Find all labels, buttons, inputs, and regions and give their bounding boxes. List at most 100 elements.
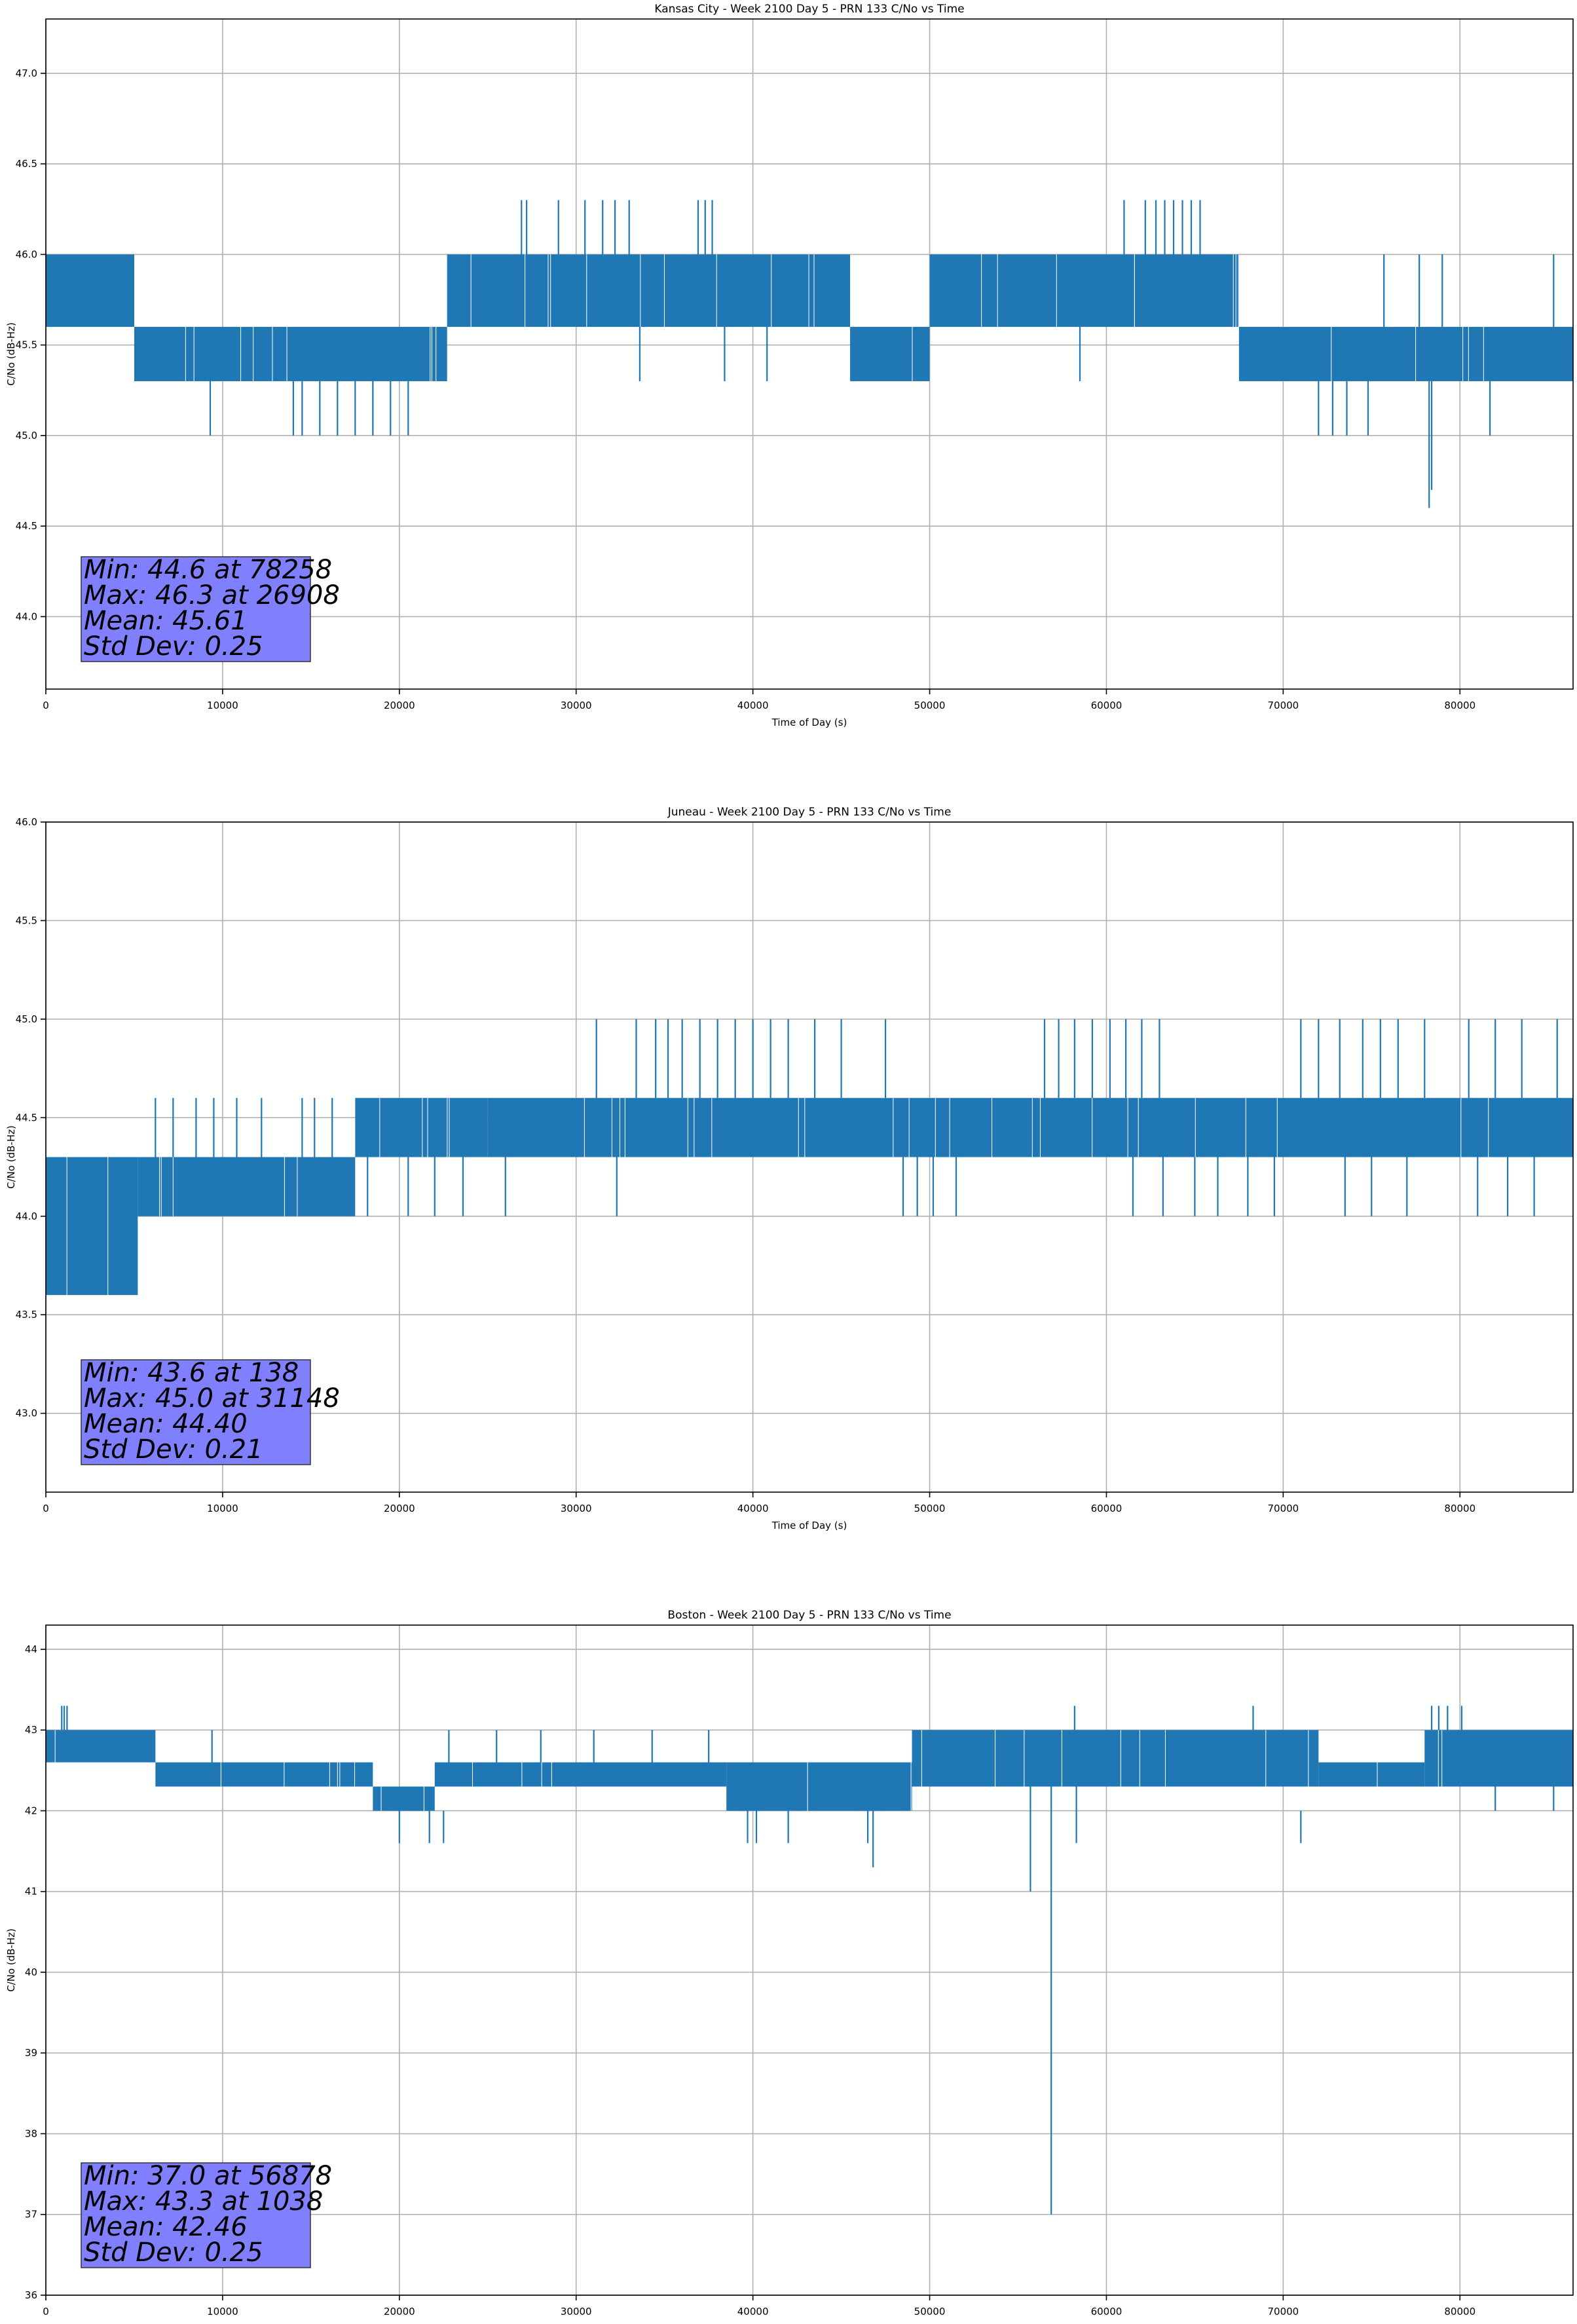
- stats-min: Min: 43.6 at 138: [84, 1358, 299, 1388]
- y-tick-label: 45.5: [16, 339, 37, 351]
- stats-std-dev: Std Dev: 0.21: [84, 1434, 263, 1465]
- y-tick-label: 46.5: [16, 158, 37, 170]
- stats-std-dev: Std Dev: 0.25: [84, 631, 263, 662]
- x-tick-label: 50000: [914, 2306, 946, 2317]
- x-tick-label: 40000: [737, 1503, 769, 1514]
- x-tick-label: 0: [43, 1503, 49, 1514]
- y-tick-label: 47.0: [16, 67, 37, 79]
- data-band: [1238, 327, 1573, 381]
- data-series: [46, 200, 1573, 508]
- y-tick-label: 45.0: [16, 1013, 37, 1025]
- y-tick-label: 38: [25, 2127, 37, 2139]
- x-tick-label: 80000: [1444, 1503, 1475, 1514]
- x-axis-label: Time of Day (s): [771, 1520, 847, 1531]
- x-tick-label: 70000: [1267, 2306, 1299, 2317]
- data-band: [929, 254, 1239, 328]
- axes-frame: [45, 1624, 1574, 2296]
- x-tick-label: 20000: [384, 700, 415, 711]
- y-tick-label: 44: [25, 1643, 37, 1655]
- data-band: [850, 327, 930, 381]
- x-tick-label: 30000: [561, 1503, 592, 1514]
- data-band: [46, 1730, 156, 1763]
- y-tick-label: 44.0: [16, 610, 37, 622]
- axes-frame: [45, 821, 1574, 1493]
- data-band: [355, 1098, 488, 1157]
- y-tick-label: 42: [25, 1805, 37, 1816]
- stats-box: [81, 2162, 311, 2268]
- x-tick-label: 10000: [207, 2306, 238, 2317]
- x-tick-label: 50000: [914, 1503, 946, 1514]
- y-tick-label: 41: [25, 1886, 37, 1898]
- x-tick-label: 40000: [737, 2306, 769, 2317]
- x-tick-label: 30000: [561, 2306, 592, 2317]
- y-tick-label: 40: [25, 1966, 37, 1978]
- y-tick-label: 36: [25, 2289, 37, 2301]
- data-band: [138, 1157, 356, 1216]
- stats-std-dev: Std Dev: 0.25: [84, 2238, 263, 2268]
- stats-min: Min: 37.0 at 56878: [84, 2161, 332, 2191]
- chart-title: Boston - Week 2100 Day 5 - PRN 133 C/No …: [667, 1609, 951, 1622]
- y-tick-label: 44.0: [16, 1210, 37, 1222]
- x-tick-label: 70000: [1267, 700, 1299, 711]
- chart-panel-0: 0 10000 20000 30000 40000 50000 60000 70000 8000…: [5, 3, 1574, 728]
- stats-mean: Mean: 45.61: [84, 606, 248, 636]
- y-tick-label: 44.5: [16, 520, 37, 532]
- x-tick-label: 10000: [207, 1503, 238, 1514]
- x-tick-label: 60000: [1091, 1503, 1122, 1514]
- stats-box: [81, 556, 311, 662]
- chart-panel-1: 0 10000 20000 30000 40000 50000 60000 70000 8000…: [5, 806, 1574, 1531]
- x-axis-label: Time of Day (s): [771, 717, 847, 728]
- y-tick-label: 45.0: [16, 430, 37, 441]
- y-tick-label: 44.5: [16, 1112, 37, 1123]
- y-axis-label: C/No (dB-Hz): [5, 322, 17, 386]
- x-tick-label: 50000: [914, 700, 946, 711]
- data-band: [46, 1157, 138, 1296]
- stats-mean: Mean: 44.40: [84, 1409, 248, 1439]
- x-axis-label: Time of Day (s): [771, 2323, 847, 2324]
- y-tick-label: 43: [25, 1724, 37, 1736]
- y-tick-label: 39: [25, 2047, 37, 2059]
- data-band: [134, 327, 447, 381]
- chart-panel-2: 0 10000 20000 30000 40000 50000 60000 70000 8000…: [5, 1609, 1574, 2324]
- y-tick-label: 46.0: [16, 248, 37, 260]
- chart-title: Kansas City - Week 2100 Day 5 - PRN 133 …: [654, 3, 964, 16]
- stats-max: Max: 43.3 at 1038: [84, 2186, 323, 2217]
- stats-min: Min: 44.6 at 78258: [84, 555, 332, 585]
- data-series: [46, 1706, 1573, 2215]
- x-tick-label: 0: [43, 700, 49, 711]
- chart-title: Juneau - Week 2100 Day 5 - PRN 133 C/No …: [667, 806, 952, 819]
- y-axis-label: C/No (dB-Hz): [5, 1125, 17, 1189]
- stats-max: Max: 45.0 at 31148: [84, 1383, 340, 1414]
- data-band: [726, 1762, 912, 1811]
- data-band: [1318, 1762, 1425, 1787]
- x-tick-label: 0: [43, 2306, 49, 2317]
- data-band: [487, 1098, 1573, 1157]
- data-band: [46, 254, 134, 328]
- data-band: [434, 1762, 727, 1787]
- data-band: [155, 1762, 373, 1787]
- y-tick-label: 43.5: [16, 1309, 37, 1321]
- x-tick-label: 30000: [561, 700, 592, 711]
- data-band: [912, 1730, 1319, 1787]
- stats-max: Max: 46.3 at 26908: [84, 580, 340, 610]
- x-tick-label: 80000: [1444, 700, 1475, 711]
- x-tick-label: 20000: [384, 2306, 415, 2317]
- y-tick-label: 46.0: [16, 816, 37, 828]
- data-band: [447, 254, 851, 328]
- y-axis-label: C/No (dB-Hz): [5, 1928, 17, 1992]
- x-tick-label: 60000: [1091, 700, 1122, 711]
- x-tick-label: 10000: [207, 700, 238, 711]
- x-tick-label: 20000: [384, 1503, 415, 1514]
- stats-mean: Mean: 42.46: [84, 2212, 248, 2242]
- stats-box: [81, 1359, 311, 1465]
- x-tick-label: 70000: [1267, 1503, 1299, 1514]
- x-tick-label: 60000: [1091, 2306, 1122, 2317]
- x-tick-label: 80000: [1444, 2306, 1475, 2317]
- y-tick-label: 43.0: [16, 1408, 37, 1419]
- axes-frame: [45, 18, 1574, 690]
- y-tick-label: 45.5: [16, 914, 37, 926]
- y-tick-label: 37: [25, 2209, 37, 2221]
- data-band: [1424, 1730, 1573, 1787]
- x-tick-label: 40000: [737, 700, 769, 711]
